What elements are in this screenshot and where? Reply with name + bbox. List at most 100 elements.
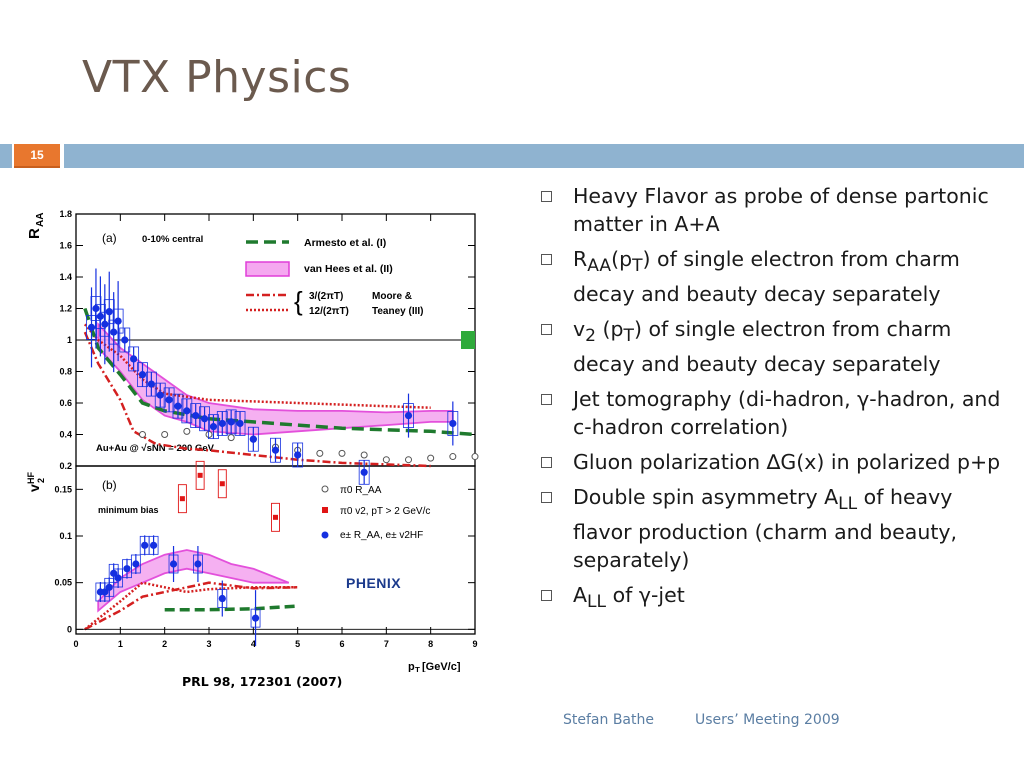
header-band: [64, 144, 1024, 168]
bullet-square-icon: [541, 590, 552, 602]
e-raa-point: [147, 380, 155, 388]
sys-box-a: [447, 411, 459, 436]
panel-b-frame: [75, 465, 476, 635]
e-v2-point: [194, 560, 202, 568]
pi0-v2-sys-box: [217, 469, 227, 499]
x-tick-label: 4: [251, 639, 256, 649]
sys-box-a: [270, 437, 281, 463]
e-raa-point: [192, 412, 200, 420]
x-tick-label: 3: [206, 639, 211, 649]
pi0-v2-point: [179, 496, 185, 502]
y-tick-label-a: 0.4: [59, 430, 72, 440]
e-v2-point: [123, 565, 131, 573]
figure-caption: PRL 98, 172301 (2007): [182, 674, 343, 689]
e-raa-point: [165, 396, 173, 404]
pi0-v2-sys-box: [177, 484, 187, 514]
pi0-v2-point: [197, 472, 203, 478]
bullet-square-icon: [541, 324, 552, 336]
e-raa-point: [101, 320, 109, 328]
bullet-item: Double spin asymmetry ALL of heavy flavo…: [536, 483, 1006, 574]
legend-e: e± R_AA, e± v2HF: [340, 530, 423, 541]
e-raa-point: [130, 355, 138, 363]
e-v2-point: [105, 583, 113, 591]
slide-number: 15: [14, 144, 60, 168]
bullet-text: Double spin asymmetry ALL of heavy flavo…: [573, 485, 958, 573]
e-raa-point: [183, 407, 191, 415]
e-v2-point: [169, 560, 178, 568]
pi0-raa-point: [427, 454, 435, 462]
y-tick-label-b: 0.05: [54, 578, 72, 588]
e-raa-point: [138, 371, 147, 379]
x-tick-label: 0: [73, 639, 78, 649]
x-tick-label: 7: [384, 639, 389, 649]
bullet-text: ALL of γ-jet: [573, 583, 685, 613]
e-raa-point: [114, 317, 122, 325]
y-tick-label-a: 0.8: [59, 367, 72, 377]
footer-author: Stefan Bathe: [563, 712, 654, 728]
xlabel: p: [408, 661, 415, 672]
bullet-text: Gluon polarization ∆G(x) in polarized p+…: [573, 450, 1001, 475]
e-raa-point: [92, 304, 100, 313]
panel-b-static: v HF 2 (b) minimum bias π0 R_AA π0 v2, p…: [26, 472, 461, 675]
pi0-v2-sys-box: [271, 502, 280, 532]
sys-box-a: [190, 403, 202, 429]
legend-e-marker: [321, 531, 329, 539]
panel-b-label: (b): [102, 478, 117, 492]
legend-pi0-v2: π0 v2, pT > 2 GeV/c: [340, 506, 430, 517]
e-raa-point: [227, 418, 235, 426]
footer-event: Users’ Meeting 2009: [695, 712, 840, 728]
legend-pi0-raa: π0 R_AA: [340, 485, 382, 496]
ylabel-b-sub: 2: [36, 478, 46, 483]
e-raa-point: [360, 468, 368, 476]
sys-box-a: [145, 371, 157, 397]
sys-box-a: [163, 387, 175, 413]
bullet-item: ALL of γ-jet: [536, 581, 1006, 616]
sys-box-a: [128, 346, 140, 372]
sys-box-a: [234, 411, 246, 436]
xlabel-sub: T: [415, 666, 420, 672]
x-tick-label: 9: [472, 639, 477, 649]
e-raa-point: [271, 446, 280, 454]
sys-box-a: [119, 327, 131, 353]
sys-box-a: [247, 426, 259, 452]
pi0-raa-point: [205, 431, 213, 438]
pi0-raa-point: [139, 431, 146, 438]
bullet-text: v2 (pT) of single electron from charm de…: [573, 317, 952, 377]
phenix-chart: R AA (a) 0-10% central Au+Au @ √sNN = 20…: [26, 209, 479, 675]
y-tick-label-a: 0.6: [59, 398, 72, 408]
phenix-logo: PHENIX: [346, 575, 401, 591]
moore-3-curve-a: [83, 331, 431, 468]
e-raa-point: [236, 419, 244, 428]
y-tick-label-a: 0.2: [59, 461, 72, 471]
legend-armesto: Armesto et al. (I): [304, 237, 386, 249]
pi0-raa-point: [227, 434, 235, 442]
sys-box-b: [217, 589, 228, 608]
sys-box-b: [168, 554, 179, 574]
e-raa-point: [87, 323, 96, 331]
bullet-square-icon: [541, 492, 552, 504]
sys-box-a: [208, 414, 219, 440]
legend-moore-name: Moore &: [372, 291, 412, 302]
pi0-raa-point: [338, 449, 346, 457]
e-raa-point: [200, 415, 209, 423]
phenix-figure: R AA (a) 0-10% central Au+Au @ √sNN = 20…: [24, 204, 484, 677]
e-raa-point: [209, 423, 218, 431]
legend-moore-3: 3/(2πT): [309, 291, 343, 302]
e-raa-point: [449, 419, 457, 428]
bullet-list: Heavy Flavor as probe of dense partonic …: [536, 182, 1006, 623]
bullet-item: v2 (pT) of single electron from charm de…: [536, 315, 1006, 378]
x-tick-label: 2: [162, 639, 167, 649]
legend-vanhees-band: [245, 261, 290, 277]
e-raa-point: [156, 391, 164, 399]
e-v2-point: [218, 594, 226, 603]
pi0-raa-point: [316, 449, 324, 457]
e-v2-point: [251, 614, 260, 622]
bullet-text: Jet tomography (di-hadron, γ-hadron, and…: [573, 387, 1001, 440]
armesto-curve-b: [164, 604, 298, 612]
ylabel-a: R: [26, 228, 43, 239]
x-tick-label: 6: [339, 639, 344, 649]
sys-box-a: [112, 308, 124, 334]
legend-pi0-raa-marker: [321, 485, 329, 493]
phenix-logo-text: PHENIX: [346, 575, 401, 591]
sys-box-b: [193, 554, 203, 574]
